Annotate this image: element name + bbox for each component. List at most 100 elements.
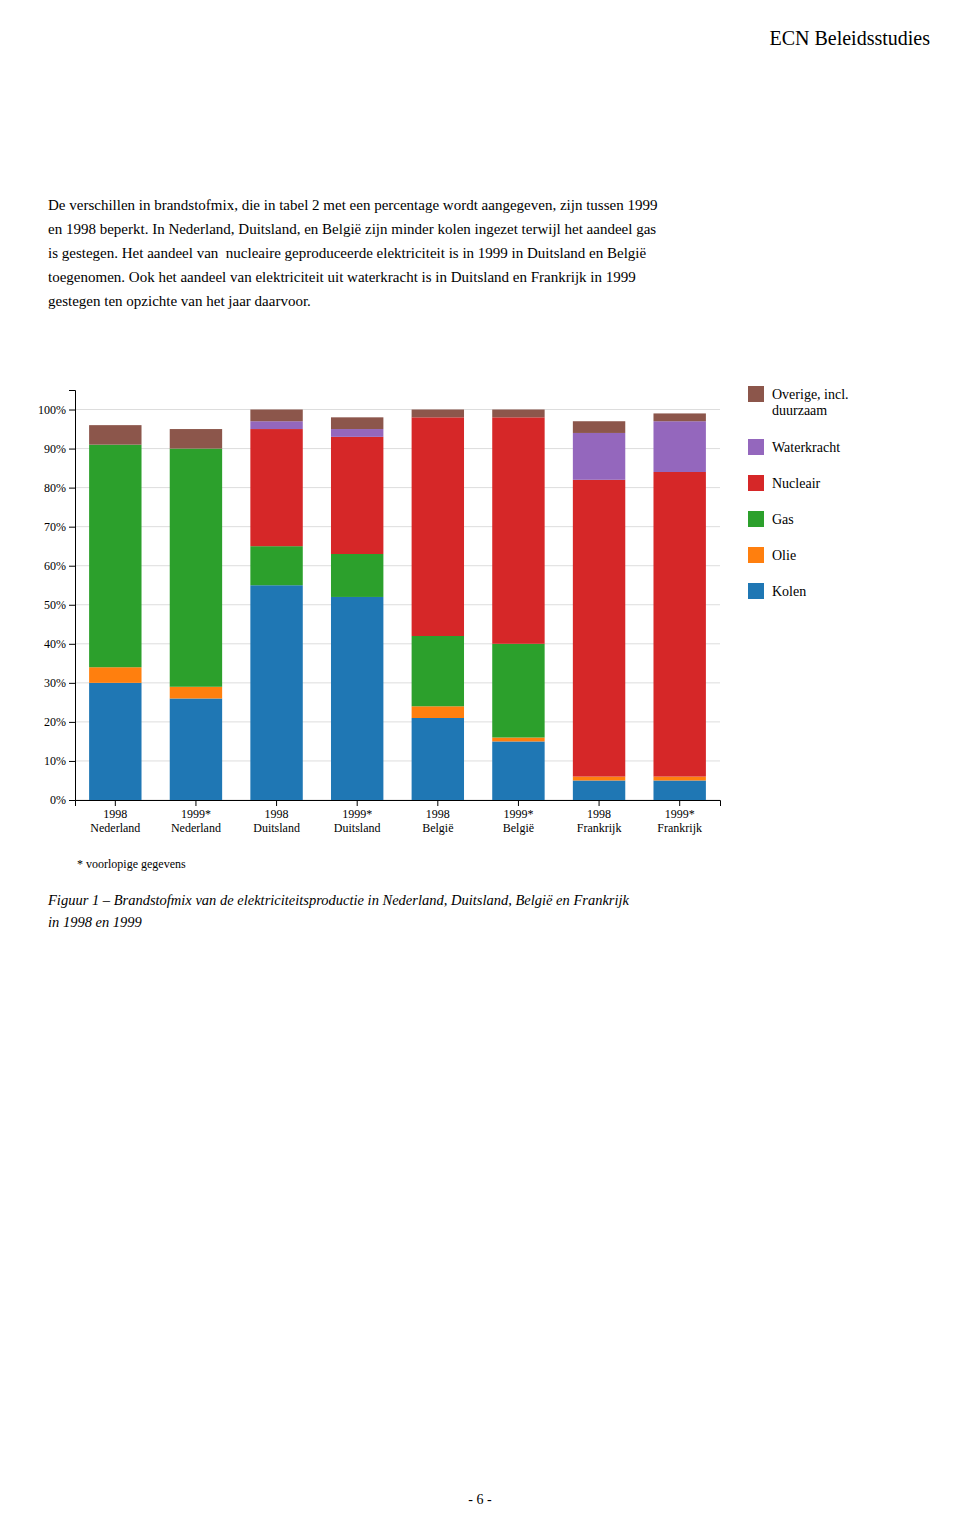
tick-label-line: Duitsland	[334, 821, 381, 835]
bar-segment	[89, 445, 141, 668]
tick-mark	[69, 488, 75, 489]
tick-mark	[599, 800, 600, 806]
tick-label: 1999*Frankrijk	[657, 807, 702, 835]
header-line: is gestegen. Het aandeel van nucleaire g…	[48, 245, 646, 261]
tick-mark	[69, 605, 75, 606]
tick-label: 80%	[44, 481, 66, 495]
tick-label-line: 1999*	[342, 807, 372, 821]
bar-segment	[573, 777, 625, 781]
bar-segment	[653, 472, 705, 777]
tick: 1999*Nederland	[171, 800, 221, 835]
tick-mark	[115, 800, 116, 806]
tick-label-line: Nederland	[90, 821, 140, 835]
tick-label-line: België	[422, 821, 453, 835]
legend-item: Kolen	[748, 583, 806, 599]
tick-label: 70%	[44, 520, 66, 534]
grid-line	[75, 409, 720, 410]
tick-mark	[69, 449, 75, 450]
tick-label: 100%	[38, 403, 66, 417]
bars	[89, 410, 706, 800]
footnote: * voorlopige gegevens	[77, 857, 186, 871]
tick-label-line: Nederland	[171, 821, 221, 835]
y-axis: 0%10%20%30%40%50%60%70%80%90%100%	[38, 391, 76, 808]
bar-segment	[331, 554, 383, 597]
bar-segment	[492, 644, 544, 738]
bar-segment	[250, 410, 302, 422]
legend-label-line: duurzaam	[772, 403, 827, 418]
tick-label: 1999*België	[503, 807, 534, 835]
tick: 70%	[44, 520, 75, 534]
bar-segment	[89, 667, 141, 683]
legend-label: Gas	[772, 512, 794, 527]
bar-segment	[170, 429, 222, 449]
tick-label-line: 1998	[103, 807, 127, 821]
title: ECN Beleidsstudies	[769, 27, 930, 49]
tick: 100%	[38, 403, 75, 417]
legend-swatch	[748, 386, 764, 402]
tick: 1998Duitsland	[253, 800, 300, 835]
legend-label-line: Nucleair	[772, 476, 821, 491]
tick-mark	[69, 566, 75, 567]
bar-segment	[492, 417, 544, 643]
bar-segment	[653, 777, 705, 781]
legend-label: Nucleair	[772, 476, 821, 491]
tick-mark	[69, 761, 75, 762]
bar-segment	[89, 683, 141, 800]
tick-mark	[69, 644, 75, 645]
tick-mark	[69, 683, 75, 684]
tick: 10%	[44, 754, 75, 768]
bar-segment	[412, 417, 464, 636]
legend-item: Overige, incl.duurzaam	[748, 386, 849, 418]
tick: 0%	[50, 793, 75, 807]
series	[89, 445, 545, 738]
tick-label: 1998België	[422, 807, 453, 835]
legend-label-line: Waterkracht	[772, 440, 840, 455]
bar-segment	[170, 698, 222, 800]
legend-label-line: Olie	[772, 548, 796, 563]
bar-segment	[170, 449, 222, 687]
legend-label: Olie	[772, 548, 796, 563]
header-text: De verschillen in brandstofmix, die in t…	[48, 197, 657, 309]
tick-label-line: 1999*	[181, 807, 211, 821]
tick-label-line: Duitsland	[253, 821, 300, 835]
tick-label: 1999*Nederland	[171, 807, 221, 835]
legend-label: Kolen	[772, 584, 806, 599]
tick: 90%	[44, 442, 75, 456]
series	[250, 421, 706, 480]
tick: 1998Nederland	[90, 800, 140, 835]
tick-mark	[195, 800, 196, 806]
tick-label-line: 1998	[265, 807, 289, 821]
bar-segment	[89, 425, 141, 445]
axis-line	[69, 391, 76, 801]
legend-item: Nucleair	[748, 475, 821, 491]
tick-label: 20%	[44, 715, 66, 729]
legend-label-line: Kolen	[772, 584, 806, 599]
tick: 60%	[44, 559, 75, 573]
bar-segment	[331, 429, 383, 437]
tick-label: 60%	[44, 559, 66, 573]
bar-segment	[331, 437, 383, 554]
series	[89, 410, 706, 449]
legend-label: Waterkracht	[772, 440, 840, 455]
tick-mark	[69, 527, 75, 528]
header-line: toegenomen. Ook het aandeel van elektric…	[48, 269, 636, 285]
tick-mark	[357, 800, 358, 806]
bar-segment	[412, 636, 464, 706]
bar-segment	[573, 480, 625, 777]
axis-line	[76, 801, 721, 807]
bar-segment	[412, 706, 464, 718]
header-line: De verschillen in brandstofmix, die in t…	[48, 197, 657, 213]
tick-label: 40%	[44, 637, 66, 651]
tick-label: 10%	[44, 754, 66, 768]
tick: 1998Frankrijk	[577, 800, 622, 835]
tick-mark	[518, 800, 519, 806]
legend-label: Overige, incl.duurzaam	[772, 387, 849, 419]
tick-label-line: 1998	[426, 807, 450, 821]
bar-segment	[653, 413, 705, 421]
tick-label: 30%	[44, 676, 66, 690]
legend-swatch	[748, 583, 764, 599]
tick-mark	[276, 800, 277, 806]
header-line: gestegen ten opzichte van het jaar daarv…	[48, 293, 311, 309]
legend-swatch	[748, 547, 764, 563]
bar-segment	[492, 741, 544, 800]
